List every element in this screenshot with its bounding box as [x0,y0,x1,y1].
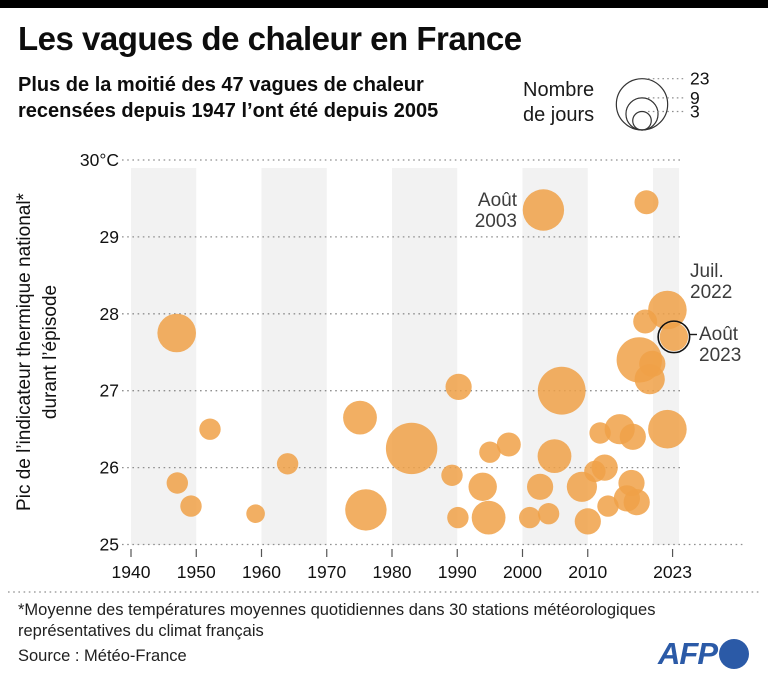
x-tick-label: 2023 [653,562,692,582]
heatwave-bubble [276,453,299,475]
y-tick-label: 29 [100,227,119,247]
subtitle-line-1: Plus de la moitié des 47 vagues de chale… [18,74,424,96]
annotation-aout-2003: 2003 [475,211,517,232]
heatwave-bubble [166,472,188,494]
page-title: Les vagues de chaleur en France [18,20,522,57]
legend-size-value: 23 [690,69,709,89]
legend-size-value: 3 [690,101,700,121]
legend-size-circle [632,110,652,131]
y-tick-label: 28 [100,304,119,324]
decade-stripe [261,168,327,545]
annotation-aout-2023: Août [699,324,739,345]
x-tick-label: 1960 [242,562,281,582]
heatwave-bubble [441,464,463,486]
heatwave-bubble-juil-2022 [648,290,687,330]
afp-logo-text: AFP [658,636,718,671]
top-black-bar [0,0,768,8]
footnote-line-1: *Moyenne des températures moyennes quoti… [18,601,656,619]
x-tick-label: 1940 [112,562,151,582]
heatwave-bubble-ao-t-2003 [522,189,565,231]
x-tick-label: 1950 [177,562,216,582]
chart-footnote: *Moyenne des températures moyennes quoti… [18,600,655,642]
x-tick-label: 1990 [438,562,477,582]
y-tick-label: 25 [100,535,119,555]
legend-size-circle [625,97,659,131]
heatwave-bubble [385,422,438,475]
heatwave-bubble [180,495,202,517]
heatwave-bubble [634,364,665,395]
heatwave-bubble [597,495,619,517]
heatwave-bubble [537,503,560,525]
heatwave-bubble [537,366,586,415]
source-credit: Source : Météo-France [18,647,187,665]
y-tick-label: 30°C [80,150,119,170]
x-tick-label: 2010 [568,562,607,582]
bubble-size-legend-label: Nombre de jours [523,78,594,128]
heatwave-bubble [343,400,377,435]
x-tick-label: 2000 [503,562,542,582]
decade-stripe [392,168,458,545]
legend-label-line-1: Nombre [523,79,595,101]
heatwave-bubble [479,441,501,463]
legend-size-circle [615,78,669,131]
chart-subtitle: Plus de la moitié des 47 vagues de chale… [18,72,438,124]
heatwave-bubble [246,504,265,523]
heatwave-bubble [634,190,659,215]
heatwave-bubble [619,423,646,450]
footnote-line-2: représentatives du climat français [18,622,264,640]
heatwave-bubble [527,473,554,500]
subtitle-line-2: recensées depuis 1947 l’ont été depuis 2… [18,100,439,122]
highlight-ring-aout-2023 [657,320,691,354]
x-tick-label: 1980 [373,562,412,582]
heatwave-bubble [496,432,521,457]
y-axis-title: Pic de l’indicateur thermique national* [14,192,35,511]
heatwave-bubble [157,313,196,353]
heatwave-bubble [199,418,221,440]
afp-logo-dot-icon [719,639,749,669]
heatwave-bubble [447,506,469,529]
heatwave-bubble [471,500,506,535]
legend-label-line-2: de jours [523,104,595,126]
heatwave-bubble [648,409,687,449]
heatwave-bubble-ao-t-2023 [659,322,689,352]
heatwave-bubble [574,508,601,535]
y-tick-label: 27 [100,381,119,401]
afp-logo: AFP [658,636,749,672]
legend-size-value: 9 [690,88,700,108]
annotation-aout-2003: Août [478,190,518,211]
y-tick-label: 26 [100,458,119,478]
heatwave-bubble [445,373,472,400]
heatwave-bubble [468,472,497,501]
heatwave-bubble [345,489,387,531]
heatwave-bubble [519,506,541,529]
heatwave-bubble [623,489,650,516]
annotation-juil-2022: Juil. [690,261,724,282]
heatwave-bubble [591,454,618,481]
x-tick-label: 1970 [307,562,346,582]
annotation-aout-2023: 2023 [699,345,741,366]
heatwave-bubble [537,439,572,473]
annotation-juil-2022: 2022 [690,282,732,303]
y-axis-title: durant l’épisode [40,285,61,419]
